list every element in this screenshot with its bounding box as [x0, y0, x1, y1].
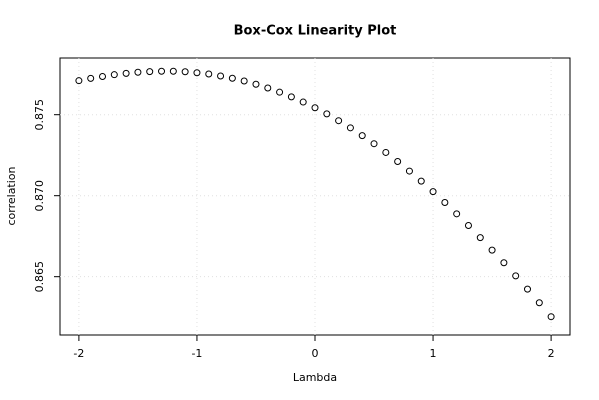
x-axis-label: Lambda — [293, 371, 337, 384]
point — [252, 80, 260, 88]
point — [299, 98, 307, 106]
point — [358, 132, 366, 140]
point — [512, 272, 520, 280]
point — [217, 72, 225, 80]
point — [464, 221, 472, 229]
point — [169, 67, 177, 75]
point — [547, 313, 555, 321]
point — [441, 198, 449, 206]
point — [75, 77, 83, 85]
point — [535, 299, 543, 307]
x-tick-label: -2 — [73, 347, 84, 360]
point — [99, 72, 106, 80]
point — [429, 188, 437, 196]
x-tick-label: -1 — [191, 347, 202, 360]
plot-frame — [59, 57, 571, 336]
point — [405, 167, 413, 175]
point — [158, 67, 166, 75]
point — [335, 117, 343, 125]
point — [205, 70, 213, 78]
y-tick-label: 0.875 — [33, 99, 46, 131]
point — [193, 69, 201, 77]
point — [500, 259, 508, 267]
point — [524, 285, 531, 293]
point — [311, 104, 319, 112]
point — [476, 234, 484, 242]
point — [146, 68, 154, 76]
point — [323, 110, 331, 118]
point — [453, 210, 461, 218]
x-tick-label: 1 — [430, 347, 437, 360]
point — [134, 68, 142, 76]
y-tick-label: 0.870 — [33, 180, 46, 212]
point — [110, 71, 118, 79]
point — [417, 177, 425, 185]
x-tick-label: 2 — [548, 347, 555, 360]
point — [87, 74, 95, 82]
point — [276, 88, 284, 96]
point — [394, 158, 402, 166]
point — [370, 140, 378, 148]
point — [488, 246, 496, 254]
y-axis-label: correlation — [5, 166, 18, 225]
point — [264, 84, 272, 92]
chart-title: Box-Cox Linearity Plot — [234, 24, 397, 39]
point — [346, 124, 354, 132]
point — [240, 77, 248, 85]
point — [287, 93, 295, 101]
point — [382, 148, 390, 156]
point — [181, 68, 189, 76]
y-tick-label: 0.865 — [33, 261, 46, 293]
point — [228, 74, 236, 82]
point — [122, 69, 130, 77]
x-tick-label: 0 — [312, 347, 319, 360]
